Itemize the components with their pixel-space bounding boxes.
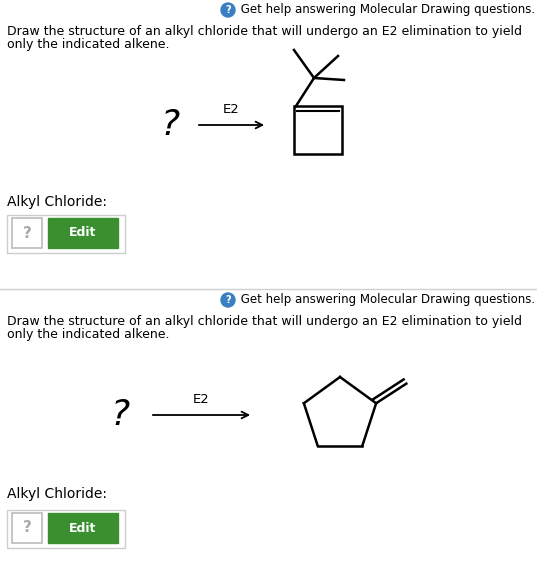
Text: E2: E2	[193, 393, 210, 406]
Text: ?: ?	[111, 398, 129, 432]
FancyBboxPatch shape	[12, 513, 42, 543]
Text: E2: E2	[223, 103, 240, 116]
FancyBboxPatch shape	[48, 513, 118, 543]
Text: ?: ?	[23, 226, 32, 241]
Bar	[294, 106, 342, 154]
Circle shape	[221, 293, 235, 307]
Text: ?: ?	[225, 295, 231, 305]
FancyBboxPatch shape	[12, 218, 42, 248]
FancyBboxPatch shape	[7, 510, 125, 548]
Text: only the indicated alkene.: only the indicated alkene.	[7, 38, 170, 51]
Text: Draw the structure of an alkyl chloride that will undergo an E2 elimination to y: Draw the structure of an alkyl chloride …	[7, 315, 522, 328]
Text: Alkyl Chloride:: Alkyl Chloride:	[7, 487, 107, 501]
Text: Edit: Edit	[69, 522, 97, 534]
Text: ?: ?	[161, 108, 179, 142]
Text: Draw the structure of an alkyl chloride that will undergo an E2 elimination to y: Draw the structure of an alkyl chloride …	[7, 25, 522, 38]
Text: Alkyl Chloride:: Alkyl Chloride:	[7, 195, 107, 209]
Text: Get help answering Molecular Drawing questions.: Get help answering Molecular Drawing que…	[237, 3, 535, 17]
Text: ?: ?	[225, 5, 231, 15]
Circle shape	[221, 3, 235, 17]
FancyBboxPatch shape	[48, 218, 118, 248]
FancyBboxPatch shape	[7, 215, 125, 253]
Text: only the indicated alkene.: only the indicated alkene.	[7, 328, 170, 341]
Text: Edit: Edit	[69, 227, 97, 239]
Text: ?: ?	[23, 520, 32, 535]
Text: Get help answering Molecular Drawing questions.: Get help answering Molecular Drawing que…	[237, 294, 535, 306]
